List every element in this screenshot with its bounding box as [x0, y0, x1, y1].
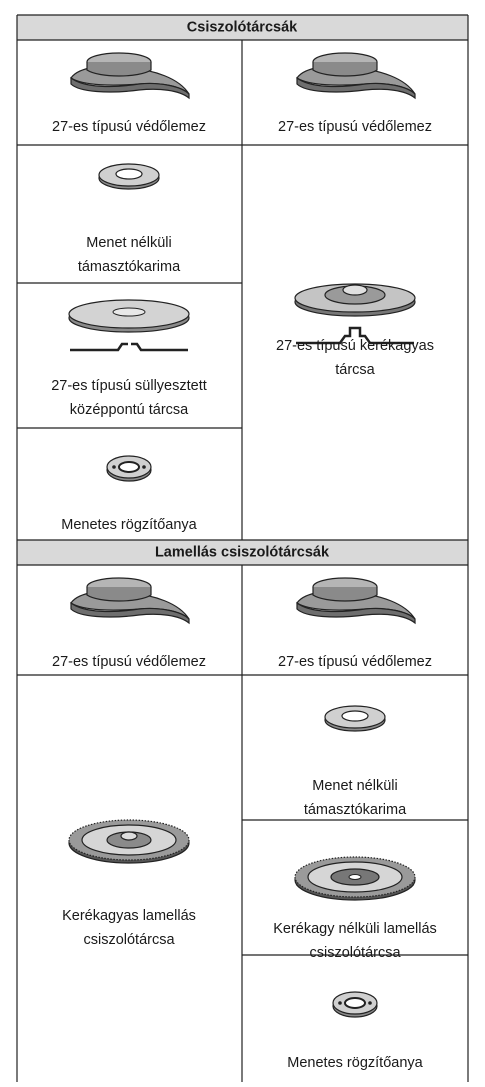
cell-label: 27-es típusú védőlemez — [278, 119, 432, 135]
cell-label: Menetes rögzítőanya — [61, 517, 197, 533]
cell-label: Kerékagyas lamellás — [62, 908, 196, 924]
cell-label: Menet nélküli — [86, 235, 171, 251]
cell-label: 27-es típusú védőlemez — [52, 654, 206, 670]
cell-label: támasztókarima — [304, 802, 407, 818]
section-title: Lamellás csiszolótárcsák — [155, 544, 330, 560]
cell-label: Kerékagy nélküli lamellás — [273, 921, 437, 937]
cell-label: 27-es típusú süllyesztett — [51, 378, 207, 394]
cell-label: 27-es típusú védőlemez — [52, 119, 206, 135]
cell-label: csiszolótárcsa — [83, 932, 175, 948]
cell-label: középpontú tárcsa — [70, 402, 189, 418]
cell-label: Menetes rögzítőanya — [287, 1055, 423, 1071]
cell-label: 27-es típusú védőlemez — [278, 654, 432, 670]
cell-label: 27-es típusú kerékagyas — [276, 338, 434, 354]
cell-label: támasztókarima — [78, 259, 181, 275]
cell-label: tárcsa — [335, 362, 375, 378]
section-title: Csiszolótárcsák — [187, 19, 298, 35]
cell-label: Menet nélküli — [312, 778, 397, 794]
cell-label: csiszolótárcsa — [309, 945, 401, 961]
